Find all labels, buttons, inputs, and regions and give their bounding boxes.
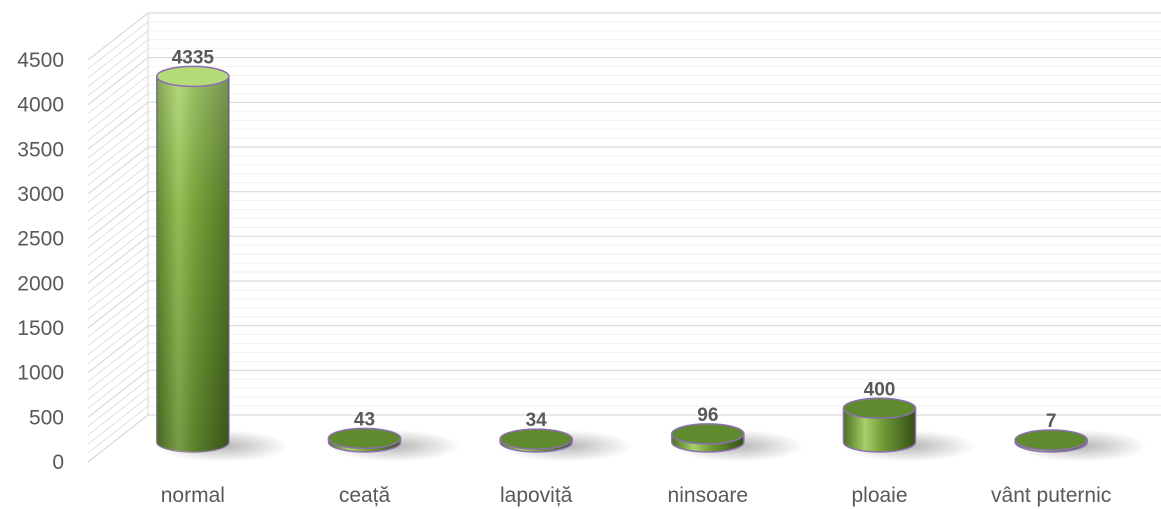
x-axis: normal ceață lapoviță ninsoare ploaie vânt pu… [161,484,1112,507]
bar-top [842,397,917,420]
category-label: ninsoare [668,484,749,507]
y-tick-label: 2000 [17,272,64,295]
y-tick-label: 4500 [17,49,64,72]
bar-5: 7 [1014,411,1148,462]
bar-top [156,65,230,88]
y-tick-label: 500 [29,406,64,429]
category-label: lapoviță [500,484,573,507]
y-tick-label: 4000 [17,94,64,117]
bar-3: 96 [671,405,804,462]
bar-sheen [156,76,229,452]
category-label: vânt puternic [991,484,1111,507]
bar-top [671,423,745,445]
data-label: 34 [526,410,548,431]
y-tick-label: 3500 [17,138,64,161]
y-axis: 0 500 1000 1500 2000 2500 3000 3500 4000 4500 [17,49,64,474]
bar-top [1014,429,1088,451]
bar-top [327,427,402,450]
category-label: normal [161,484,225,507]
y-tick-label: 1500 [17,317,64,340]
y-tick-label: 0 [52,451,64,474]
bar-0: 4335 [156,47,289,462]
data-label: 96 [697,405,718,426]
data-label: 4335 [172,47,215,68]
bar-2: 34 [499,410,633,462]
bars: 4335 43 34 96 400 7 [156,47,1148,462]
bar-1: 43 [327,409,461,462]
y-tick-label: 1000 [17,362,64,385]
bar-4: 400 [842,379,976,462]
data-label: 43 [354,409,375,430]
y-tick-label: 3000 [17,183,64,206]
data-label: 400 [864,379,896,400]
bar-top [499,428,573,450]
y-tick-label: 2500 [17,228,64,251]
gridlines [87,12,1161,463]
category-label: ceață [339,484,391,507]
category-label: ploaie [851,484,907,507]
bar-body [842,407,917,453]
data-label: 7 [1046,411,1057,432]
